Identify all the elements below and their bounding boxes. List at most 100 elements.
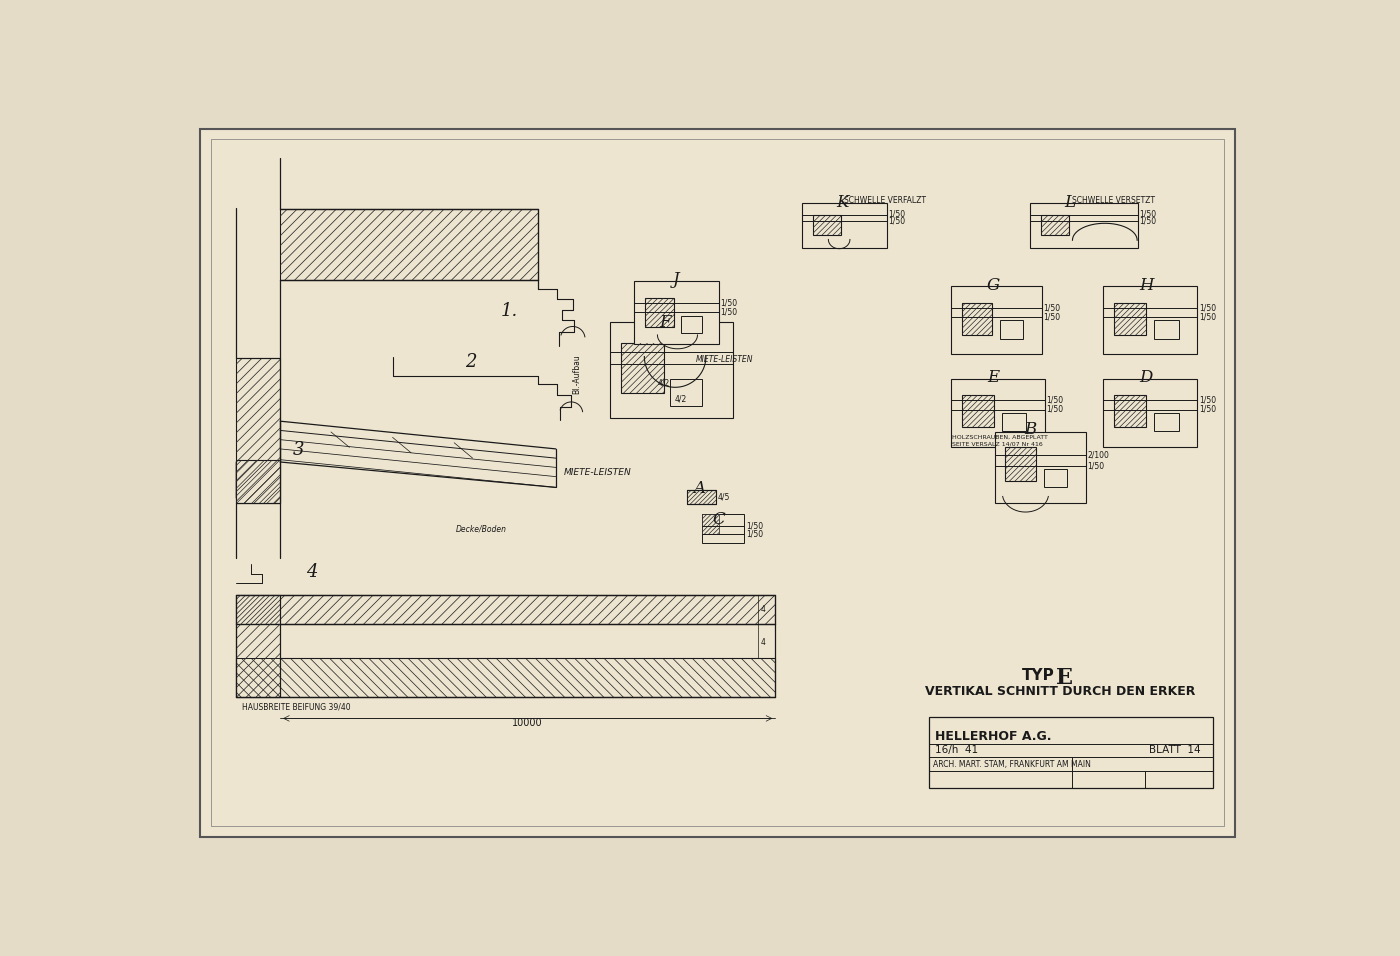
Bar	[1001, 413, 1026, 431]
Text: 4/5: 4/5	[717, 492, 729, 502]
Text: 2: 2	[465, 354, 476, 371]
Bar	[634, 281, 720, 344]
Bar	[1005, 447, 1036, 481]
Text: SEITE VERSALZ 14/07 Nr 416: SEITE VERSALZ 14/07 Nr 416	[952, 441, 1043, 446]
Bar	[1044, 469, 1067, 488]
Bar	[280, 208, 538, 279]
Text: L: L	[1064, 194, 1075, 211]
Text: A: A	[693, 480, 704, 497]
Bar	[237, 596, 280, 697]
Bar	[237, 596, 280, 697]
Text: 1/50: 1/50	[1086, 461, 1105, 470]
Text: 4: 4	[305, 563, 316, 580]
Text: 1/50: 1/50	[1198, 396, 1215, 404]
Text: 1/50: 1/50	[1198, 405, 1215, 414]
Bar	[237, 358, 280, 503]
Bar	[237, 461, 280, 503]
Text: 2/100: 2/100	[1086, 450, 1109, 460]
Text: BLATT  14: BLATT 14	[1148, 745, 1200, 755]
Bar	[951, 287, 1042, 354]
Bar	[237, 461, 280, 503]
Text: Decke/Boden: Decke/Boden	[455, 524, 507, 533]
Text: SCHWELLE VERSETZT: SCHWELLE VERSETZT	[1072, 195, 1155, 205]
Text: HOLZSCHRAUBEN, ABGEPLATT: HOLZSCHRAUBEN, ABGEPLATT	[952, 435, 1049, 440]
Bar	[701, 513, 745, 543]
Text: 1/50: 1/50	[1140, 216, 1156, 226]
Text: 4: 4	[760, 639, 766, 647]
Text: E: E	[1056, 666, 1074, 688]
Text: 3: 3	[293, 441, 304, 459]
Text: 1/50: 1/50	[1043, 313, 1060, 321]
Text: 1/50: 1/50	[721, 307, 738, 316]
Text: 1/50: 1/50	[1043, 303, 1060, 313]
Text: 1/50: 1/50	[746, 522, 763, 531]
Text: SCHWELLE VERFALZT: SCHWELLE VERFALZT	[844, 195, 925, 205]
Bar	[237, 596, 776, 623]
Bar	[802, 204, 888, 248]
Bar	[962, 303, 993, 335]
Bar	[1103, 379, 1197, 446]
Text: 4: 4	[760, 605, 766, 614]
Text: D: D	[1140, 369, 1152, 386]
Text: F: F	[659, 315, 671, 331]
Bar	[280, 208, 538, 279]
Text: J: J	[673, 272, 679, 288]
Bar	[1030, 204, 1138, 248]
Bar	[609, 322, 734, 418]
Text: HELLERHOF A.G.: HELLERHOF A.G.	[935, 730, 1051, 743]
Bar	[951, 379, 1044, 446]
Bar	[1005, 447, 1036, 481]
Text: 4/2: 4/2	[658, 379, 669, 388]
Bar	[237, 659, 776, 697]
Text: 1.: 1.	[500, 302, 518, 320]
Text: 1/50: 1/50	[1198, 303, 1215, 313]
Text: 1/50: 1/50	[1140, 209, 1156, 218]
Text: HAUSBREITE BEIFUNG 39/40: HAUSBREITE BEIFUNG 39/40	[242, 702, 350, 711]
Bar	[1114, 303, 1147, 335]
Bar	[237, 596, 776, 623]
Text: 1/50: 1/50	[1198, 313, 1215, 321]
Bar	[680, 315, 701, 333]
Text: Bl.-Aufbau: Bl.-Aufbau	[573, 354, 582, 394]
Bar	[1040, 215, 1068, 235]
Text: K: K	[836, 194, 848, 211]
Text: 1/50: 1/50	[889, 216, 906, 226]
Text: VERTIKAL SCHNITT DURCH DEN ERKER: VERTIKAL SCHNITT DURCH DEN ERKER	[925, 685, 1196, 698]
Bar	[962, 395, 994, 427]
Bar	[962, 395, 994, 427]
Text: 1/50: 1/50	[889, 209, 906, 218]
Bar	[237, 358, 280, 503]
Bar	[1114, 395, 1147, 427]
Text: TYP: TYP	[1022, 668, 1054, 683]
Polygon shape	[237, 462, 280, 498]
Bar	[1000, 320, 1023, 338]
Bar	[686, 490, 715, 505]
Text: 1/50: 1/50	[746, 530, 763, 538]
Text: 16/h  41: 16/h 41	[935, 745, 979, 755]
Bar	[813, 215, 840, 235]
Text: ARCH. MART. STAM, FRANKFURT AM MAIN: ARCH. MART. STAM, FRANKFURT AM MAIN	[932, 760, 1091, 769]
Text: 10000: 10000	[512, 718, 543, 728]
Bar	[645, 298, 675, 327]
Text: 1/50: 1/50	[1046, 405, 1064, 414]
Bar	[645, 298, 675, 327]
Text: MIETE-LEISTEN: MIETE-LEISTEN	[696, 355, 753, 364]
Bar	[701, 513, 720, 533]
Text: E: E	[987, 369, 1000, 386]
Bar	[1114, 303, 1147, 335]
Bar	[930, 717, 1212, 788]
Bar	[1103, 287, 1197, 354]
Bar	[962, 303, 993, 335]
Text: 1/50: 1/50	[1046, 396, 1064, 404]
Text: C: C	[713, 511, 725, 528]
Bar	[813, 215, 840, 235]
Bar	[1040, 215, 1068, 235]
Text: H: H	[1140, 276, 1154, 293]
Text: G: G	[987, 276, 1000, 293]
Bar	[237, 659, 776, 697]
Bar	[669, 379, 701, 405]
Bar	[1154, 320, 1179, 338]
Text: B: B	[1023, 421, 1036, 438]
Bar	[622, 342, 664, 393]
Bar	[994, 432, 1085, 503]
